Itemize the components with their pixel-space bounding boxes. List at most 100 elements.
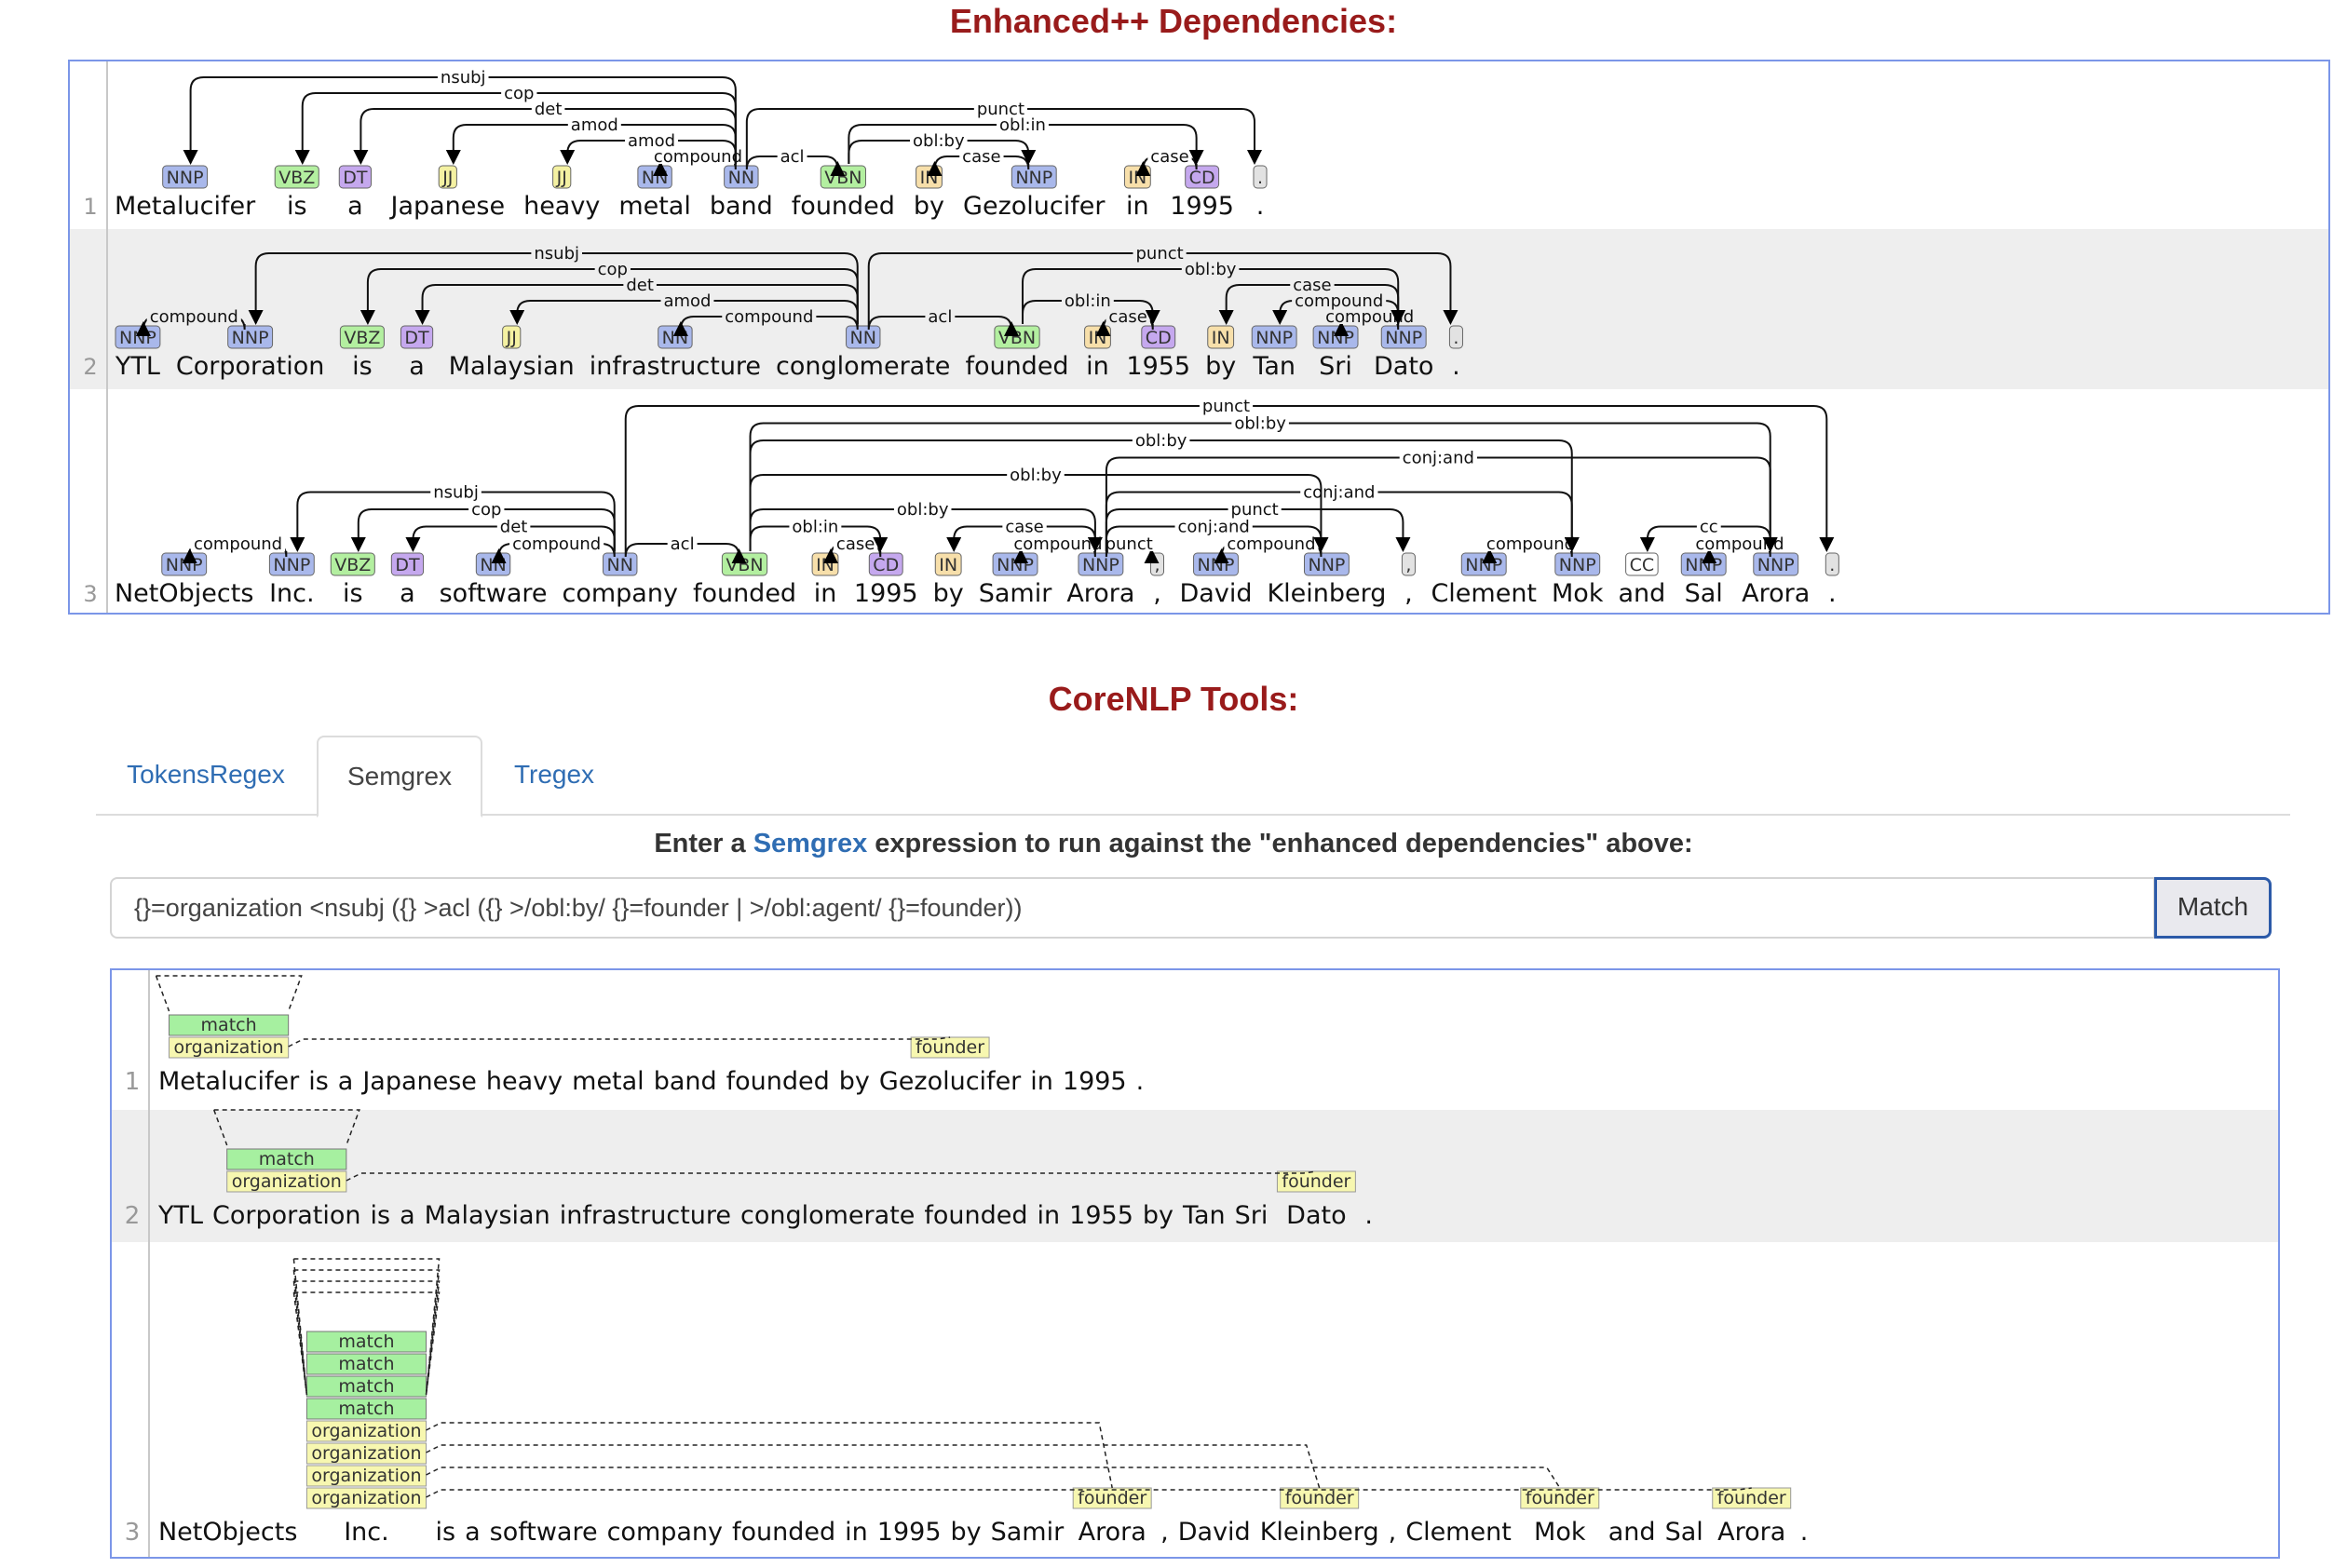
pos-tag: IN <box>816 555 834 575</box>
semgrex-token: conglomerate <box>740 1201 915 1230</box>
dependency-token: Sal <box>1685 579 1723 608</box>
founder-connector <box>346 1170 1317 1182</box>
semgrex-sentence: 2 YTL Corporation is a Malaysian infrastructur… <box>125 1109 1373 1230</box>
match-button[interactable]: Match <box>2154 877 2272 939</box>
pos-tag: CC <box>1630 555 1655 575</box>
dependency-token: 1955 <box>1126 352 1190 381</box>
pos-tag-box <box>1207 325 1235 349</box>
dependency-token: by <box>914 192 944 221</box>
pos-tag: NNP <box>1317 328 1354 348</box>
match-label-box <box>305 1331 427 1353</box>
pos-tag: JJ <box>441 168 453 188</box>
dependency-token: band <box>710 192 773 221</box>
arc-label: punct <box>1135 244 1183 264</box>
pos-tag-box <box>1141 325 1176 349</box>
dependency-sentence: 1 Metalucifer NNP is VBZ a DT Japanese JJ heavy JJ… <box>83 68 1268 221</box>
dependency-token: software <box>440 579 548 608</box>
pos-tag-box <box>934 552 962 576</box>
pos-tag: NNP <box>167 168 204 188</box>
pos-tag: NN <box>662 328 688 348</box>
semgrex-token: 1995 <box>877 1518 942 1547</box>
pos-tag: NNP <box>1559 555 1596 575</box>
pos-tag-box <box>552 165 572 189</box>
dependency-token: Gezolucifer <box>963 192 1106 221</box>
arc-label-bg <box>660 291 714 308</box>
prompt-after: expression to run against the "enhanced … <box>867 829 1693 858</box>
arc-label-bg <box>959 147 1004 164</box>
pos-tag-box <box>846 325 881 349</box>
dependency-token: Malaysian <box>449 352 575 381</box>
pos-tag: DT <box>395 555 420 575</box>
arc-label: acl <box>780 147 805 167</box>
dependency-sentence: 2 YTL NNP Corporation NNP is VBZ a DT Malaysian JJ… <box>83 244 1463 381</box>
pos-tag: NNP <box>1198 555 1235 575</box>
dependency-token: company <box>563 579 678 608</box>
semgrex-link[interactable]: Semgrex <box>753 829 868 858</box>
arc-label: punct <box>1202 397 1250 416</box>
pos-tag: VBN <box>998 328 1036 348</box>
dependency-token: conglomerate <box>776 352 950 381</box>
semgrex-token: band <box>654 1067 717 1096</box>
semgrex-token: software <box>490 1518 598 1547</box>
row-background <box>112 1110 2278 1242</box>
match-bracket <box>213 1109 360 1146</box>
dependencies-heading: Enhanced++ Dependencies: <box>949 2 1398 40</box>
pos-tag: DT <box>343 168 368 188</box>
semgrex-token: a <box>400 1201 415 1230</box>
pos-tag: NNP <box>1082 555 1119 575</box>
match-label: match <box>338 1399 394 1419</box>
arc-label: obl:by <box>897 500 949 520</box>
pos-tag-box <box>338 165 373 189</box>
semgrex-token: is <box>436 1518 456 1547</box>
arc-label-bg <box>777 147 807 164</box>
arc-label: case <box>1005 518 1043 537</box>
semgrex-token: Corporation <box>212 1201 361 1230</box>
arc-label: obl:in <box>999 115 1046 135</box>
pos-tag: CD <box>1146 328 1172 348</box>
arc-label: case <box>1293 276 1331 295</box>
dependency-sentence: 3 NetObjects NNP Inc. NNP is VBZ a DT software NN c… <box>83 397 1839 608</box>
arc-label: acl <box>928 307 952 327</box>
arc-label: compound <box>1695 534 1784 554</box>
semgrex-token: 1995 <box>1063 1067 1127 1096</box>
semgrex-token: . <box>1136 1067 1145 1096</box>
match-label: match <box>201 1015 257 1035</box>
sentence-number: 2 <box>125 1202 141 1230</box>
semgrex-token: Malaysian <box>425 1201 550 1230</box>
dependency-token: heavy <box>523 192 600 221</box>
arc-label-bg <box>833 534 878 551</box>
dependency-token: is <box>287 192 307 221</box>
arc-label: compound <box>150 307 238 327</box>
semgrex-token: Clement <box>1405 1518 1512 1547</box>
tab-tregex[interactable]: Tregex <box>513 760 595 789</box>
semgrex-results-panel: 1 Metalucifer is a Japanese heavy metal band fou… <box>110 968 2280 1559</box>
semgrex-token: heavy <box>486 1067 563 1096</box>
pos-tag-box <box>1251 325 1297 349</box>
dependency-token: Clement <box>1431 579 1537 608</box>
dependency-token: . <box>1452 352 1460 381</box>
arc-label-bg <box>623 276 657 292</box>
arc-label: obl:by <box>1185 260 1237 279</box>
dependency-token: is <box>352 352 373 381</box>
founder-connector <box>426 1422 1113 1489</box>
arc-label-bg <box>1696 517 1721 534</box>
pos-tag: NNP <box>1757 555 1795 575</box>
tab-semgrex[interactable]: Semgrex <box>317 736 482 818</box>
arc-label: compound <box>1295 291 1383 311</box>
arc-label-bg <box>190 534 286 551</box>
organization-label: organization <box>174 1037 284 1058</box>
semgrex-query-input[interactable]: {}=organization <nsubj ({} >acl ({} >/ob… <box>110 877 2155 939</box>
arc-label: obl:by <box>1010 466 1062 485</box>
dependency-token: David <box>1180 579 1253 608</box>
pos-tag: CD <box>1189 168 1215 188</box>
semgrex-token: Dato <box>1286 1201 1346 1230</box>
pos-tag: IN <box>1212 328 1230 348</box>
tab-tokensregex[interactable]: TokensRegex <box>127 760 285 789</box>
dependency-token: NetObjects <box>115 579 253 608</box>
semgrex-token: company <box>607 1518 723 1547</box>
arc-label-bg <box>1132 431 1190 448</box>
dependencies-panel: 1 Metalucifer NNP is VBZ a DT Japanese JJ heavy JJ… <box>68 60 2330 615</box>
pos-tag-box <box>502 325 522 349</box>
semgrex-token: a <box>338 1067 354 1096</box>
pos-tag: NN <box>642 168 668 188</box>
